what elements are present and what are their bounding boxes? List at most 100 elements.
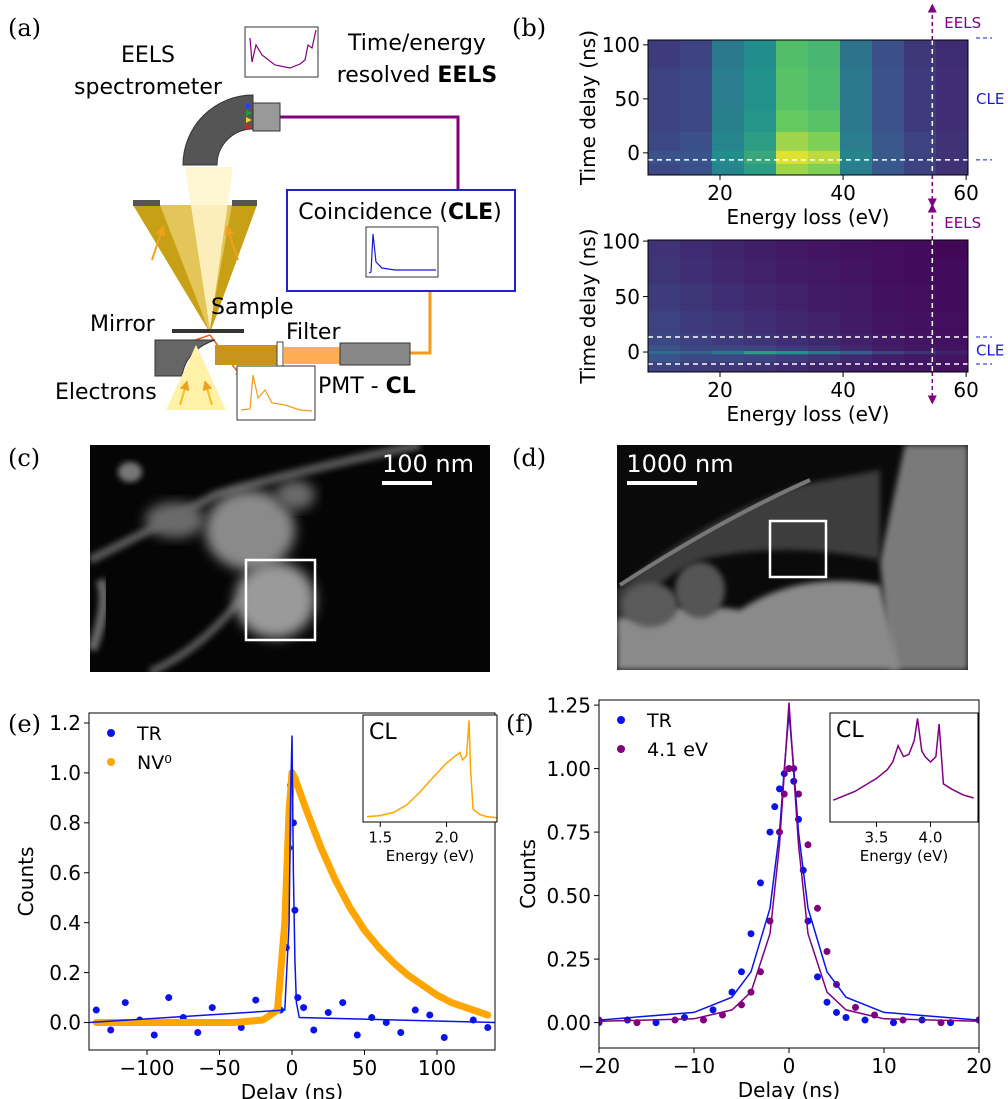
legend-marker xyxy=(617,716,625,724)
heatmap-cell xyxy=(776,150,809,164)
data-point xyxy=(795,790,802,798)
heatmap-cell xyxy=(648,240,681,259)
data-point xyxy=(823,998,831,1006)
heatmap-cell xyxy=(712,163,745,175)
data-point xyxy=(324,1009,332,1017)
heatmap-cell xyxy=(680,257,713,284)
heatmap-cell xyxy=(744,88,777,111)
heatmap-cell xyxy=(872,257,905,284)
heatmap-cell xyxy=(936,344,968,351)
chart: TR 4.1 eV −20 −10 0 10 20 0.00 0.25 0.50 0.75 1.00 1… xyxy=(516,693,992,1099)
heatmap-cell xyxy=(808,131,841,151)
diagram-label: Time/energy xyxy=(347,31,486,56)
data-point xyxy=(165,994,173,1002)
heatmap-cell xyxy=(904,66,937,89)
heatmap-cell xyxy=(840,163,873,175)
heatmap-cell xyxy=(872,332,905,346)
legend-label: 4.1 eV xyxy=(647,739,708,761)
x-tick-label: −100 xyxy=(120,1056,175,1080)
legend-label: TR xyxy=(136,723,162,745)
heatmap-cell xyxy=(712,257,745,284)
heatmap-cell xyxy=(936,350,968,355)
heatmap-cell xyxy=(648,353,681,363)
fit-line xyxy=(599,702,979,1023)
electron-cone xyxy=(166,345,226,410)
scale-label: 100 nm xyxy=(382,450,474,478)
y-tick-label: 50 xyxy=(615,285,640,309)
heatmap-cell xyxy=(840,88,873,111)
heatmap-cell xyxy=(840,361,873,372)
x-tick-label: 40 xyxy=(830,181,855,205)
heatmap-cell xyxy=(648,332,681,346)
heatmap-cell xyxy=(648,361,681,372)
x-tick-label: 0 xyxy=(286,1056,299,1080)
heatmap-cell xyxy=(680,310,713,334)
heatmap-cell xyxy=(744,361,777,372)
x-axis-label: Energy (eV) xyxy=(860,847,948,865)
heatmap-cell xyxy=(936,353,968,363)
dispersion xyxy=(246,117,252,123)
data-point xyxy=(852,1003,859,1011)
heatmap-cell xyxy=(680,240,713,259)
data-point xyxy=(747,930,755,938)
heatmap-cell xyxy=(808,150,841,164)
heatmap-cell xyxy=(712,350,745,355)
heatmap-cell xyxy=(648,131,681,151)
heatmap-cell xyxy=(744,163,777,175)
diagram-label: Electrons xyxy=(55,380,157,405)
diagram-label: Sample xyxy=(211,295,294,320)
heatmap-cell xyxy=(776,344,809,351)
heatmap-cell xyxy=(648,88,681,111)
heatmap-cell xyxy=(904,131,937,151)
micrograph: 1000 nm xyxy=(617,445,968,670)
heatmap-cell xyxy=(648,257,681,284)
x-tick-label: 20 xyxy=(707,378,732,402)
mirror-plate xyxy=(232,200,257,206)
y-tick-label: 1.25 xyxy=(546,693,591,717)
heatmap-cell xyxy=(808,88,841,111)
heatmap-cell xyxy=(648,109,681,132)
x-tick-label: 10 xyxy=(871,1054,896,1078)
diagram-label: Coincidence (CLE) xyxy=(298,200,502,225)
panel-labels: (a) (b) (c) (d) (e) (f) xyxy=(8,14,546,738)
heatmap-cell xyxy=(744,131,777,151)
heatmap-cell xyxy=(712,150,745,164)
heatmap-cell xyxy=(776,163,809,175)
heatmap-cell xyxy=(808,66,841,89)
mini-plot xyxy=(365,226,439,278)
heatmap-cell xyxy=(840,66,873,89)
heatmap-cell xyxy=(936,40,968,68)
data-point xyxy=(382,1019,390,1027)
data-point xyxy=(766,828,774,836)
particle xyxy=(235,562,315,638)
x-tick-label: 60 xyxy=(953,181,978,205)
text-part: CLE xyxy=(448,200,493,225)
y-tick-label: 0.8 xyxy=(49,811,81,835)
data-point xyxy=(757,879,764,887)
heatmap-cell xyxy=(840,350,873,355)
y-tick-label: 100 xyxy=(602,229,640,253)
heatmap-cell xyxy=(680,150,713,164)
data-point xyxy=(890,1019,897,1027)
detector xyxy=(252,102,281,132)
data-point xyxy=(252,996,260,1004)
data-point xyxy=(411,1006,419,1014)
heatmap-cell xyxy=(904,40,937,68)
heatmap-cell xyxy=(744,350,777,355)
heatmap-cell xyxy=(648,344,681,351)
heatmap-cell xyxy=(680,350,713,355)
legend-marker xyxy=(107,758,115,766)
data-point xyxy=(700,1016,707,1024)
spectrometer xyxy=(182,94,254,166)
heatmap-cell xyxy=(744,40,777,68)
data-point xyxy=(121,999,129,1007)
text-part: resolved xyxy=(337,63,431,88)
heatmap-cell xyxy=(744,109,777,132)
data-point xyxy=(440,1034,448,1042)
data-point xyxy=(426,1011,434,1019)
mini-curve xyxy=(368,233,436,274)
legend-marker xyxy=(107,729,115,737)
dispersion xyxy=(246,110,252,116)
y-axis-label: Time delay (ns) xyxy=(576,30,600,186)
y-tick-label: 0.2 xyxy=(49,961,81,985)
